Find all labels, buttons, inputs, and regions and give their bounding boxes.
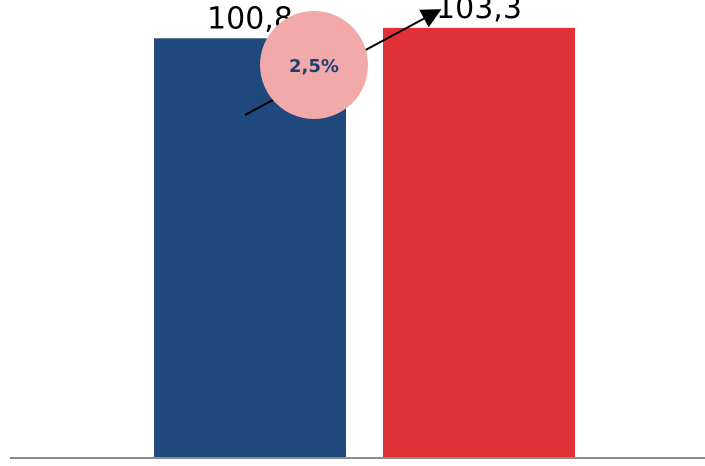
growth-rate-label: 2,5% (289, 56, 339, 77)
bar-value-label-2: 103,3 (436, 0, 522, 26)
growth-indicator: 2,5% (244, 9, 442, 119)
bar-2 (383, 27, 575, 459)
growth-bubble (260, 11, 368, 119)
